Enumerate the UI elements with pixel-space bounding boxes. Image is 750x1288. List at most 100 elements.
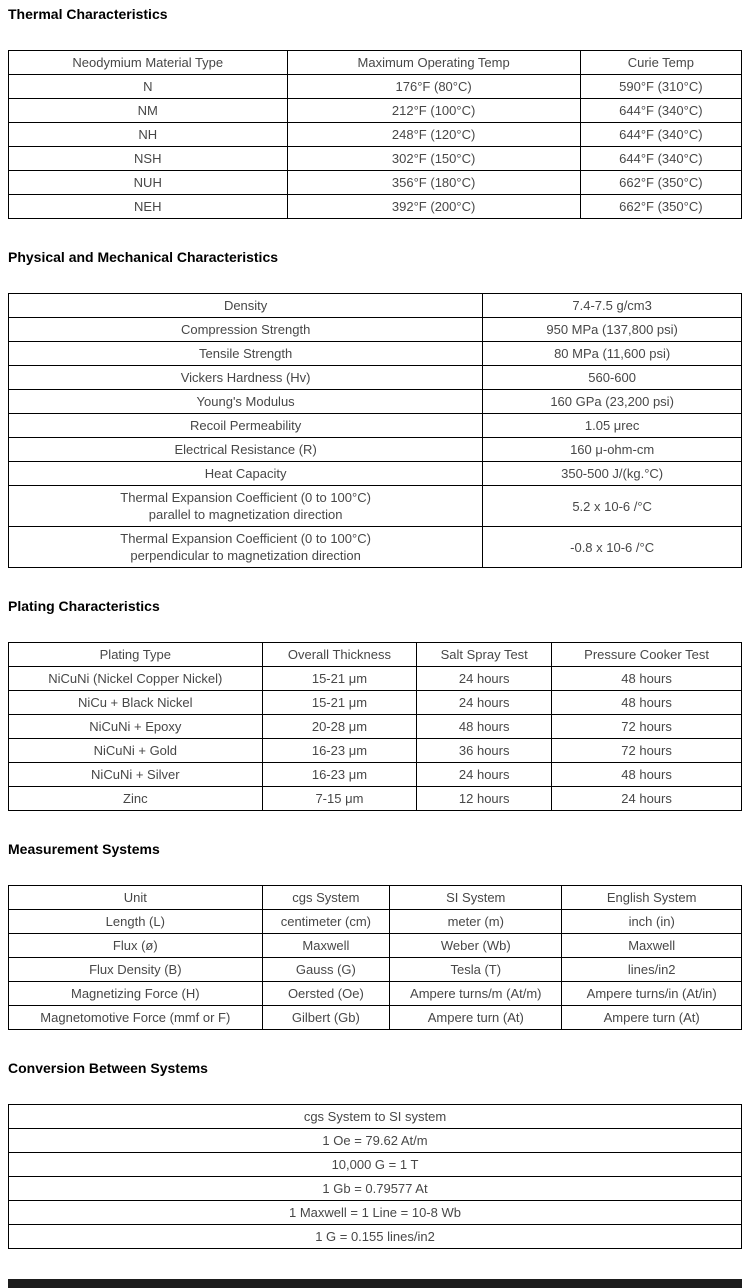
table-row: NUH 356°F (180°C) 662°F (350°C): [8, 170, 743, 195]
table-cell: 350-500 J/(kg.°C): [482, 461, 742, 486]
table-cell: Magnetomotive Force (mmf or F): [8, 1005, 263, 1030]
page: Thermal Characteristics Neodymium Materi…: [7, 6, 743, 1288]
section-title-measurement: Measurement Systems: [8, 841, 160, 857]
table-row: NiCuNi + Gold 16-23 μm 36 hours 72 hours: [8, 738, 742, 763]
table-cell: 36 hours: [416, 738, 553, 763]
table-row: 10,000 G = 1 T: [8, 1152, 742, 1177]
table-cell: 1 G = 0.155 lines/in2: [8, 1224, 742, 1249]
table-row: Thermal Expansion Coefficient (0 to 100°…: [7, 526, 742, 568]
table-cell: 302°F (150°C): [286, 146, 581, 171]
table-cell: 1.05 μrec: [482, 413, 742, 438]
table-cell: 7.4-7.5 g/cm3: [482, 293, 742, 318]
table-row: Magnetizing Force (H) Oersted (Oe) Amper…: [8, 981, 742, 1006]
table-cell: 20-28 μm: [261, 714, 418, 739]
table-row: Length (L) centimeter (cm) meter (m) inc…: [8, 909, 742, 934]
table-cell: Vickers Hardness (Hv): [7, 365, 484, 390]
table-cell: 644°F (340°C): [579, 122, 743, 147]
table-row: Tensile Strength 80 MPa (11,600 psi): [7, 341, 742, 366]
table-cell: NiCuNi + Silver: [8, 762, 263, 787]
table-cell: 662°F (350°C): [579, 194, 743, 219]
table-row: NiCuNi + Epoxy 20-28 μm 48 hours 72 hour…: [8, 714, 742, 739]
table-cell: 5.2 x 10-6 /°C: [482, 485, 742, 527]
table-cell: 16-23 μm: [261, 762, 418, 787]
table-cell: Ampere turn (At): [389, 1005, 563, 1030]
section-title-physical: Physical and Mechanical Characteristics: [8, 249, 279, 265]
table-row: NSH 302°F (150°C) 644°F (340°C): [8, 146, 743, 171]
section-plating: Plating Characteristics Plating Type Ove…: [8, 598, 742, 811]
table-cell: 48 hours: [416, 714, 553, 739]
table-row: Vickers Hardness (Hv) 560-600: [7, 365, 742, 390]
column-header: Unit: [8, 885, 263, 910]
table-cell: 356°F (180°C): [286, 170, 581, 195]
section-thermal: Thermal Characteristics Neodymium Materi…: [8, 6, 743, 219]
table-cell: 662°F (350°C): [579, 170, 743, 195]
table-cell: Ampere turns/in (At/in): [561, 981, 742, 1006]
table-row: N 176°F (80°C) 590°F (310°C): [8, 74, 743, 99]
table-row: Heat Capacity 350-500 J/(kg.°C): [7, 461, 742, 486]
conversion-table: cgs System to SI system 1 Oe = 79.62 At/…: [8, 1104, 742, 1249]
thermal-table: Neodymium Material Type Maximum Operatin…: [8, 50, 743, 219]
table-cell: centimeter (cm): [261, 909, 391, 934]
table-cell: 72 hours: [551, 714, 742, 739]
table-cell: 248°F (120°C): [286, 122, 581, 147]
table-header-row: Neodymium Material Type Maximum Operatin…: [8, 50, 743, 75]
section-physical: Physical and Mechanical Characteristics …: [7, 249, 742, 568]
table-cell: 212°F (100°C): [286, 98, 581, 123]
table-cell: 7-15 μm: [261, 786, 418, 811]
table-cell: 24 hours: [416, 762, 553, 787]
table-cell: Young's Modulus: [7, 389, 484, 414]
table-cell: Gauss (G): [261, 957, 391, 982]
section-conversion: Conversion Between Systems cgs System to…: [8, 1060, 742, 1249]
table-row: NEH 392°F (200°C) 662°F (350°C): [8, 194, 743, 219]
table-cell: 160 GPa (23,200 psi): [482, 389, 742, 414]
table-row: 1 Oe = 79.62 At/m: [8, 1128, 742, 1153]
table-cell: 24 hours: [551, 786, 742, 811]
table-cell: NM: [8, 98, 288, 123]
table-cell: NUH: [8, 170, 288, 195]
measurement-table: Unit cgs System SI System English System…: [8, 885, 742, 1030]
table-cell: NiCu + Black Nickel: [8, 690, 263, 715]
section-title-conversion: Conversion Between Systems: [8, 1060, 208, 1076]
table-cell: Weber (Wb): [389, 933, 563, 958]
column-header: Salt Spray Test: [416, 642, 553, 667]
table-row: 1 G = 0.155 lines/in2: [8, 1224, 742, 1249]
table-cell: Magnetizing Force (H): [8, 981, 263, 1006]
table-cell: 80 MPa (11,600 psi): [482, 341, 742, 366]
table-cell: 950 MPa (137,800 psi): [482, 317, 742, 342]
table-cell: Length (L): [8, 909, 263, 934]
column-header: Curie Temp: [579, 50, 743, 75]
table-cell: 48 hours: [551, 690, 742, 715]
table-cell: NiCuNi (Nickel Copper Nickel): [8, 666, 263, 691]
table-cell: 392°F (200°C): [286, 194, 581, 219]
column-header: Overall Thickness: [261, 642, 418, 667]
table-cell: Zinc: [8, 786, 263, 811]
table-cell: 1 Maxwell = 1 Line = 10-8 Wb: [8, 1200, 742, 1225]
section-title-thermal: Thermal Characteristics: [8, 6, 168, 22]
table-row: Flux Density (B) Gauss (G) Tesla (T) lin…: [8, 957, 742, 982]
table-cell: 72 hours: [551, 738, 742, 763]
column-header: Pressure Cooker Test: [551, 642, 742, 667]
table-row: 1 Gb = 0.79577 At: [8, 1176, 742, 1201]
table-cell: Oersted (Oe): [261, 981, 391, 1006]
table-cell: 1 Gb = 0.79577 At: [8, 1176, 742, 1201]
table-cell: cgs System to SI system: [8, 1104, 742, 1129]
table-cell: Gilbert (Gb): [261, 1005, 391, 1030]
plating-table: Plating Type Overall Thickness Salt Spra…: [8, 642, 742, 811]
table-cell: Flux (ø): [8, 933, 263, 958]
table-row: Electrical Resistance (R) 160 μ-ohm-cm: [7, 437, 742, 462]
table-cell: 15-21 μm: [261, 666, 418, 691]
table-cell: 560-600: [482, 365, 742, 390]
page-footer-bar: [8, 1279, 742, 1288]
column-header: Neodymium Material Type: [8, 50, 288, 75]
table-cell: Ampere turn (At): [561, 1005, 742, 1030]
column-header: cgs System: [261, 885, 391, 910]
table-row: Zinc 7-15 μm 12 hours 24 hours: [8, 786, 742, 811]
table-cell: Flux Density (B): [8, 957, 263, 982]
table-row: NM 212°F (100°C) 644°F (340°C): [8, 98, 743, 123]
table-cell: NiCuNi + Gold: [8, 738, 263, 763]
table-cell: N: [8, 74, 288, 99]
table-row: NiCuNi (Nickel Copper Nickel) 15-21 μm 2…: [8, 666, 742, 691]
table-cell: Thermal Expansion Coefficient (0 to 100°…: [7, 526, 484, 568]
table-row: Recoil Permeability 1.05 μrec: [7, 413, 742, 438]
table-cell: Recoil Permeability: [7, 413, 484, 438]
